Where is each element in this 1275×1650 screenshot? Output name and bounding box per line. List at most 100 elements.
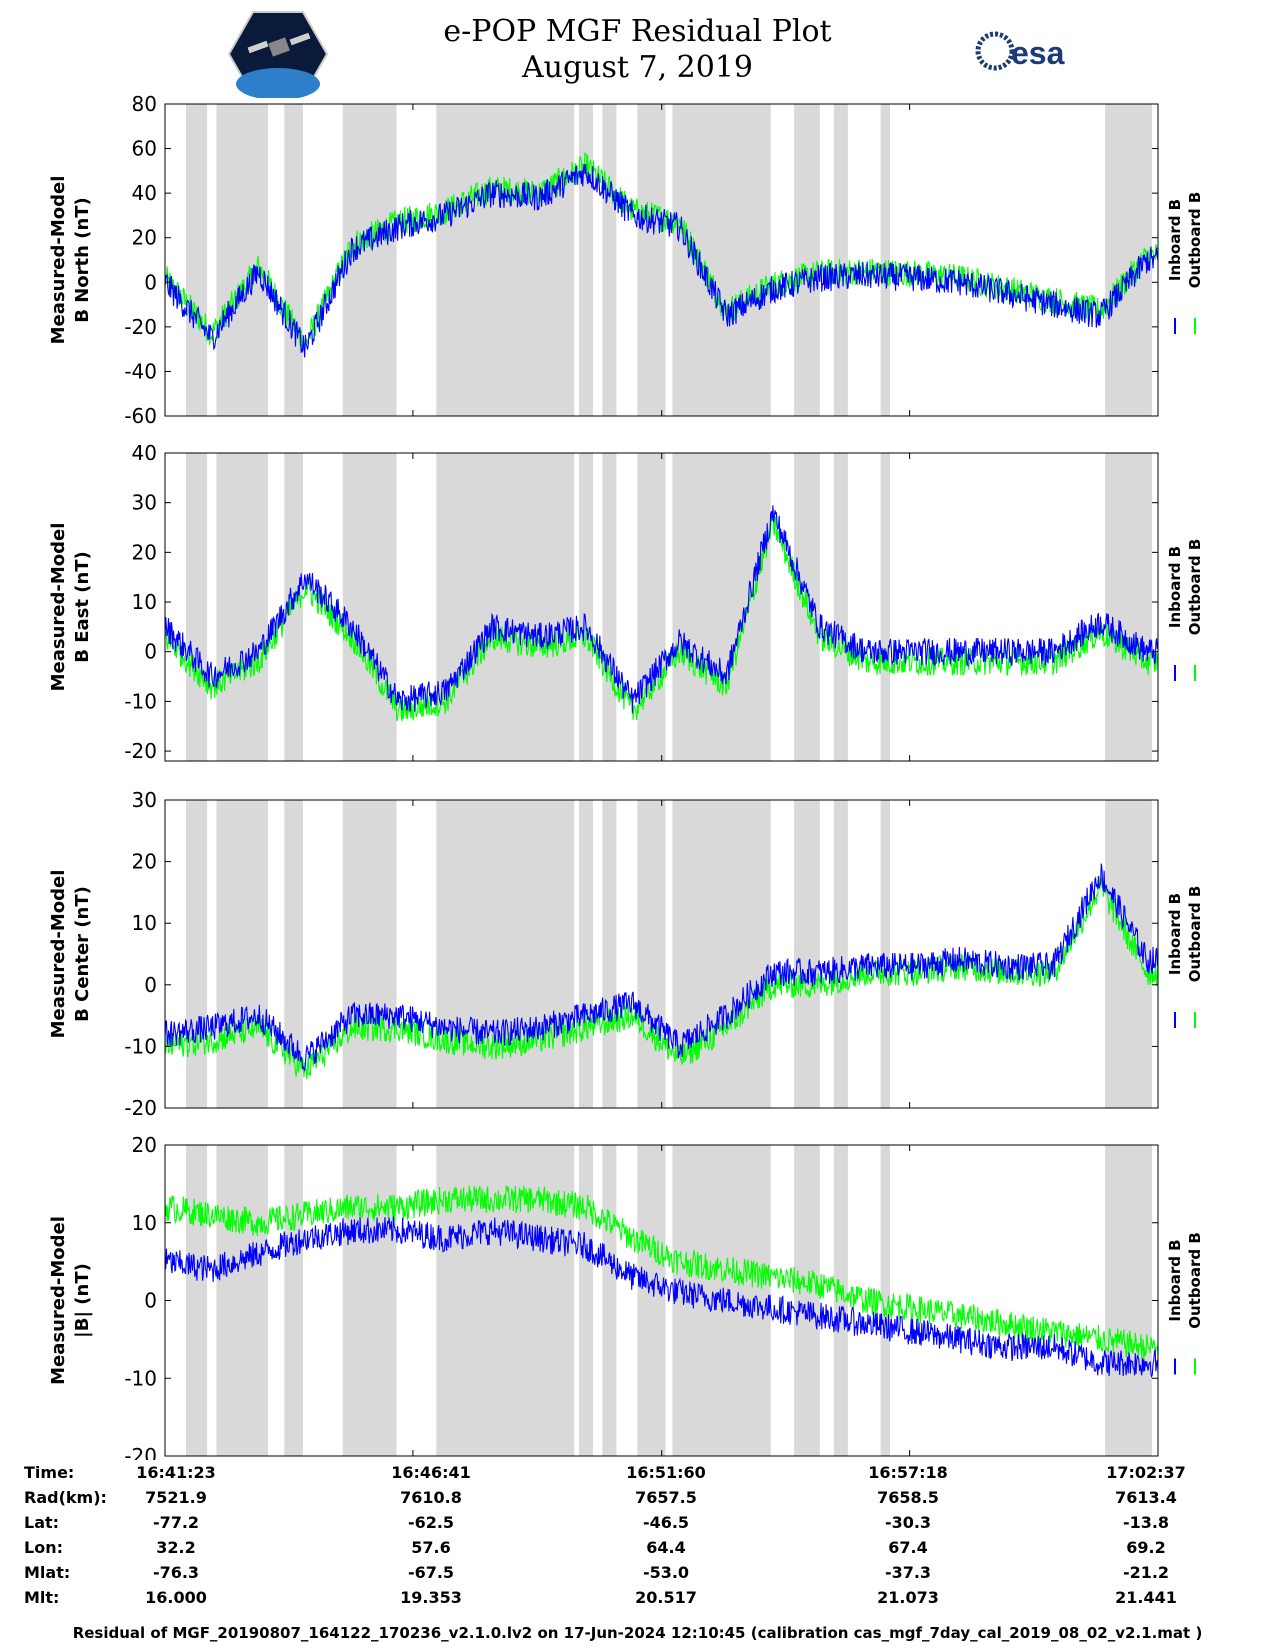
info-cell: 69.2 (1126, 1538, 1166, 1557)
y-axis-label-line-1: Measured-Model (48, 1216, 69, 1385)
info-cell: -67.5 (407, 1563, 455, 1582)
chart-panel-1: 80 60 40 20 0 -20 -40 -60 Measured-Model B North … (48, 92, 1204, 428)
series-line-inboard (164, 863, 1159, 1072)
shaded-interval (880, 800, 890, 1108)
shaded-interval (672, 800, 771, 1108)
shaded-interval (216, 800, 268, 1108)
shaded-interval (602, 800, 617, 1108)
y-tick-label: -10 (124, 689, 157, 713)
info-row-label: Lat: (24, 1513, 60, 1532)
info-cell: 19.353 (400, 1588, 462, 1607)
y-tick-label: 0 (144, 1289, 157, 1313)
legend-labels: Inboard B Outboard B (1166, 192, 1204, 289)
info-cell: -76.3 (152, 1563, 200, 1582)
y-axis-label-line-1: Measured-Model (48, 523, 69, 692)
shaded-interval (672, 453, 771, 761)
y-tick-label: 40 (132, 441, 157, 465)
legend-inboard-label: Inboard B (1166, 546, 1184, 628)
info-cell: 7610.8 (400, 1488, 462, 1507)
y-tick-label: -20 (124, 739, 157, 763)
y-axis-label-line-2: B North (nT) (72, 197, 93, 323)
shaded-interval (1105, 1145, 1152, 1456)
legend-outboard-label: Outboard B (1186, 886, 1204, 983)
esa-logo-text: esa (1011, 35, 1065, 71)
shaded-interval (880, 1145, 890, 1456)
info-cell: 7658.5 (877, 1488, 939, 1507)
info-cell: 17:02:37 (1106, 1463, 1186, 1482)
info-cell: -30.3 (884, 1513, 932, 1532)
footer-caption: Residual of MGF_20190807_164122_170236_v… (72, 1624, 1203, 1642)
y-tick-label: 80 (132, 92, 157, 116)
y-axis-label-line-2: B East (nT) (72, 551, 93, 663)
chart-panel-4: 20 10 0 -10 -20 Measured-Model |B| (nT) Inboard… (48, 1133, 1204, 1460)
shaded-interval (602, 104, 617, 416)
info-row-label: Mlat: (24, 1563, 71, 1582)
y-axis-label: Measured-Model B Center (nT) (48, 870, 93, 1039)
shaded-interval (833, 453, 848, 761)
y-tick-label: 10 (132, 911, 157, 935)
shaded-interval (342, 800, 397, 1108)
y-axis-label: Measured-Model B East (nT) (48, 523, 93, 692)
chart-panel-2: 40 30 20 10 0 -10 -20 Measured-Model B East (nT)… (48, 441, 1204, 763)
shaded-interval (602, 453, 617, 761)
info-cell: 7657.5 (635, 1488, 697, 1507)
shaded-interval (186, 453, 208, 761)
y-tick-label: -40 (124, 359, 157, 383)
shaded-interval (436, 104, 575, 416)
y-axis-label-line-1: Measured-Model (48, 870, 69, 1039)
legend-outboard-label: Outboard B (1186, 539, 1204, 636)
info-cell: 7521.9 (145, 1488, 207, 1507)
shaded-interval (186, 1145, 208, 1456)
y-tick-label: 20 (132, 540, 157, 564)
info-cell: 16:41:23 (136, 1463, 216, 1482)
series-line-inboard (164, 1216, 1159, 1379)
legend-inboard-label: Inboard B (1166, 1239, 1184, 1321)
y-tick-label: -60 (124, 404, 157, 428)
info-row-label: Lon: (24, 1538, 63, 1557)
y-tick-label: -20 (124, 315, 157, 339)
info-cell: 21.073 (877, 1588, 939, 1607)
series-line-inboard (164, 505, 1159, 714)
shaded-interval (436, 453, 575, 761)
shaded-interval (602, 1145, 617, 1456)
title-line-1: e-POP MGF Residual Plot (443, 14, 832, 49)
shaded-interval (578, 1145, 593, 1456)
y-tick-label: -20 (124, 1096, 157, 1120)
shaded-interval (284, 800, 303, 1108)
plot-title: e-POP MGF Residual Plot August 7, 2019 (0, 14, 1275, 86)
shaded-interval (284, 104, 303, 416)
info-cell: 16.000 (145, 1588, 207, 1607)
y-axis-label: Measured-Model B North (nT) (48, 176, 93, 345)
shaded-interval (794, 1145, 820, 1456)
y-axis-label-line-2: |B| (nT) (72, 1263, 93, 1338)
shaded-interval (342, 1145, 397, 1456)
shaded-interval (284, 1145, 303, 1456)
cassiope-mission-logo (228, 11, 328, 98)
info-row-label: Time: (24, 1463, 75, 1482)
shaded-interval (794, 800, 820, 1108)
esa-logo: esa (975, 31, 1065, 71)
shaded-interval (833, 104, 848, 416)
info-cell: 21.441 (1115, 1588, 1177, 1607)
y-tick-label: -20 (124, 1444, 157, 1460)
series-line-outboard (164, 152, 1159, 353)
info-cell: -37.3 (884, 1563, 932, 1582)
shaded-interval (578, 453, 593, 761)
orbit-info-table: Time: Rad(km): Lat: Lon: Mlat: Mlt: 16:41:23 75… (0, 1463, 1275, 1628)
shaded-interval (833, 1145, 848, 1456)
info-cell: -46.5 (642, 1513, 690, 1532)
legend-labels: Inboard B Outboard B (1166, 886, 1204, 983)
y-axis-label-line-2: B Center (nT) (72, 886, 93, 1022)
shaded-interval (794, 104, 820, 416)
shaded-interval (216, 1145, 268, 1456)
info-cell: -62.5 (407, 1513, 455, 1532)
shaded-interval (880, 453, 890, 761)
y-tick-label: 30 (132, 788, 157, 812)
info-cell: -13.8 (1122, 1513, 1170, 1532)
y-tick-label: 20 (132, 1133, 157, 1157)
info-cell: -77.2 (152, 1513, 200, 1532)
y-tick-label: 10 (132, 1211, 157, 1235)
y-tick-label: 40 (132, 181, 157, 205)
shaded-interval (342, 104, 397, 416)
